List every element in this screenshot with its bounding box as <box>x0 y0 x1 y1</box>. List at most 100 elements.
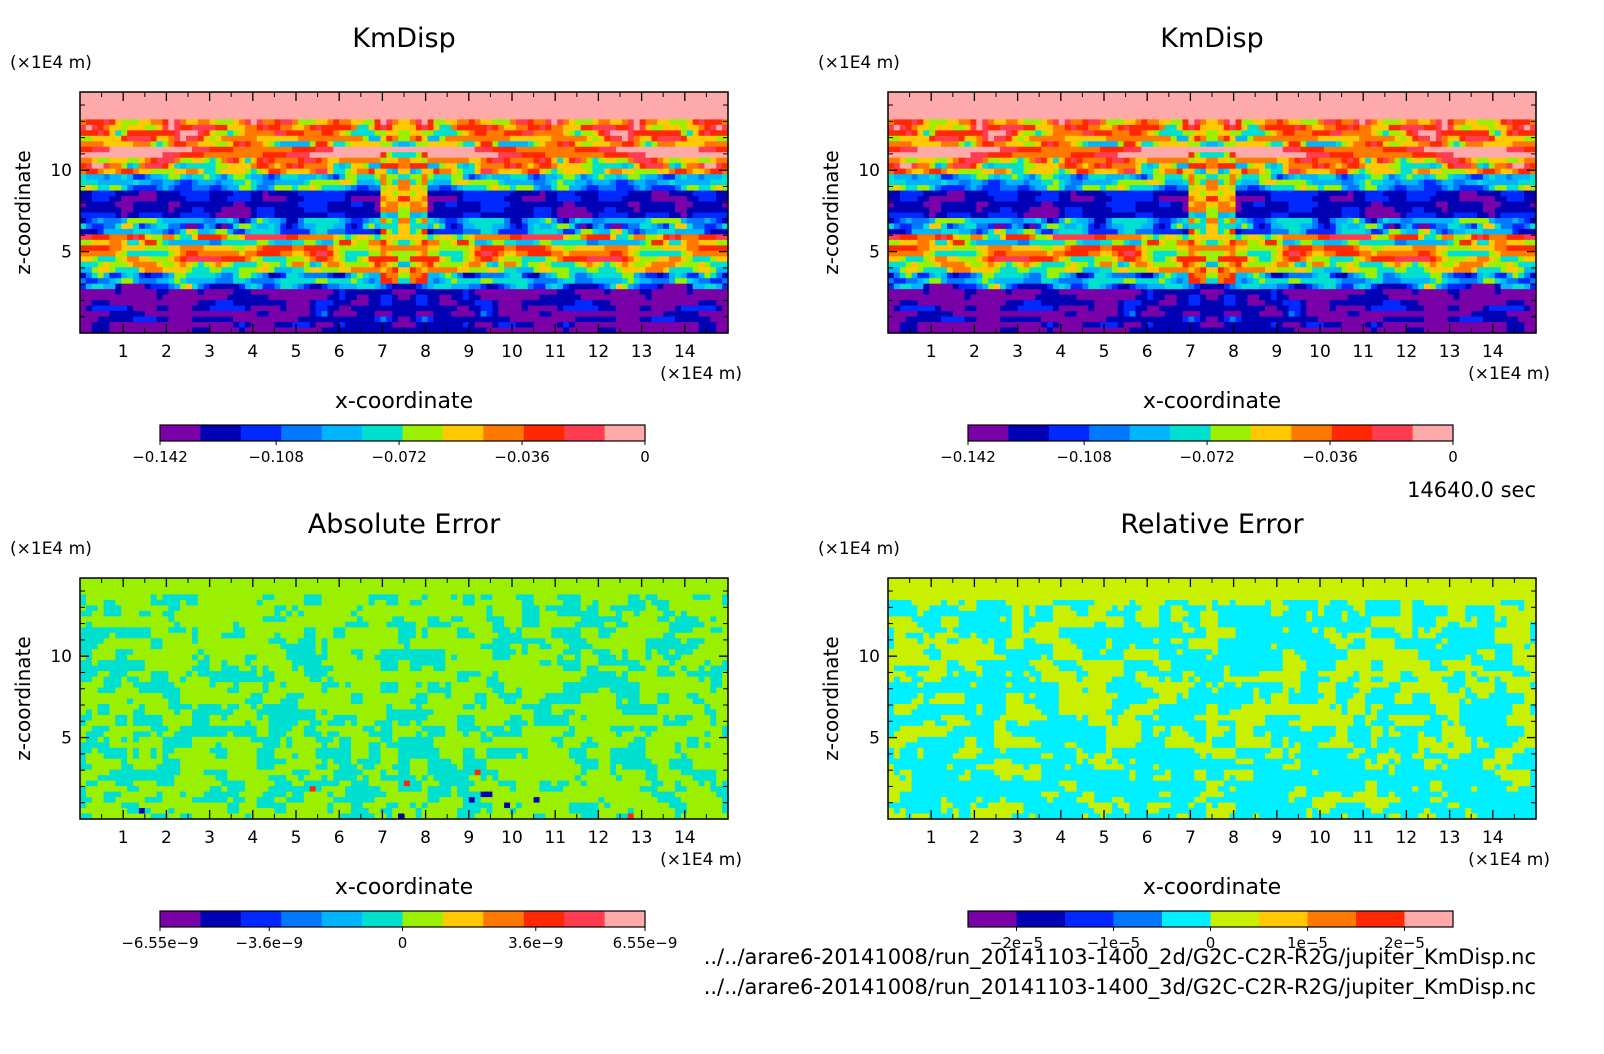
field-cell <box>593 103 599 109</box>
field-cell <box>575 108 581 114</box>
field-cell <box>233 136 239 142</box>
field-cell <box>593 130 599 136</box>
field-cell <box>351 119 357 125</box>
field-cell <box>392 185 398 191</box>
field-cell <box>398 147 404 153</box>
field-cell <box>469 169 475 175</box>
field-cell <box>392 125 398 131</box>
field-cell <box>127 119 133 125</box>
field-cell <box>522 180 528 186</box>
field-cell <box>404 119 410 125</box>
field-cell <box>699 180 705 186</box>
field-cell <box>516 185 522 191</box>
field-cell <box>481 191 487 197</box>
field-cell <box>162 119 168 125</box>
field-cell <box>539 103 545 109</box>
field-cell <box>422 185 428 191</box>
field-cell <box>410 141 416 147</box>
field-cell <box>587 97 593 103</box>
chart-panel-1: KmDisp(×1E4 m)1 2 3 4 5 6 7 8 9 10 11 12 13 14510(×1E… <box>10 23 742 466</box>
field-cell <box>257 130 263 136</box>
field-cell <box>162 114 168 120</box>
field-cell <box>598 152 604 158</box>
field-cell <box>316 92 322 98</box>
field-cell <box>693 119 699 125</box>
field-cell <box>227 169 233 175</box>
field-cell <box>634 119 640 125</box>
field-cell <box>410 185 416 191</box>
field-cell <box>157 136 163 142</box>
field-cell <box>463 141 469 147</box>
field-cell <box>139 141 145 147</box>
field-cell <box>398 103 404 109</box>
field-cell <box>386 152 392 158</box>
field-cell <box>363 191 369 197</box>
field-cell <box>174 158 180 164</box>
field-cell <box>233 163 239 169</box>
field-cell <box>310 114 316 120</box>
field-cell <box>504 174 510 180</box>
field-cell <box>457 103 463 109</box>
field-cell <box>316 185 322 191</box>
field-cell <box>646 158 652 164</box>
field-cell <box>451 103 457 109</box>
field-cell <box>504 147 510 153</box>
field-cell <box>504 163 510 169</box>
field-cell <box>251 92 257 98</box>
field-cell <box>322 114 328 120</box>
field-cell <box>174 147 180 153</box>
field-cell <box>327 196 333 202</box>
field-cell <box>151 191 157 197</box>
field-cell <box>310 125 316 131</box>
field-cell <box>286 114 292 120</box>
field-cell <box>168 141 174 147</box>
field-cell <box>704 180 710 186</box>
field-cell <box>386 141 392 147</box>
field-cell <box>157 97 163 103</box>
field-cell <box>392 169 398 175</box>
field-cell <box>204 180 210 186</box>
field-cell <box>663 185 669 191</box>
field-cell <box>145 180 151 186</box>
field-cell <box>316 163 322 169</box>
field-cell <box>251 119 257 125</box>
field-cell <box>598 119 604 125</box>
field-cell <box>516 141 522 147</box>
field-cell <box>280 141 286 147</box>
field-cell <box>333 191 339 197</box>
field-cell <box>80 141 86 147</box>
field-cell <box>687 114 693 120</box>
field-cell <box>274 163 280 169</box>
field-cell <box>463 147 469 153</box>
field-cell <box>651 158 657 164</box>
field-cell <box>457 191 463 197</box>
field-cell <box>269 163 275 169</box>
field-cell <box>528 119 534 125</box>
field-cell <box>145 141 151 147</box>
field-cell <box>598 163 604 169</box>
field-cell <box>375 196 381 202</box>
field-cell <box>80 119 86 125</box>
field-cell <box>304 152 310 158</box>
field-cell <box>628 108 634 114</box>
field-cell <box>522 185 528 191</box>
field-cell <box>516 147 522 153</box>
field-cell <box>457 163 463 169</box>
field-cell <box>269 180 275 186</box>
field-cell <box>428 125 434 131</box>
field-cell <box>162 108 168 114</box>
field-cell <box>109 108 115 114</box>
field-cell <box>492 147 498 153</box>
field-cell <box>80 125 86 131</box>
field-cell <box>168 103 174 109</box>
field-cell <box>292 169 298 175</box>
field-cell <box>339 174 345 180</box>
field-cell <box>693 152 699 158</box>
field-cell <box>534 108 540 114</box>
field-cell <box>263 174 269 180</box>
field-cell <box>681 92 687 98</box>
field-cell <box>375 125 381 131</box>
field-cell <box>557 97 563 103</box>
field-cell <box>439 103 445 109</box>
field-cell <box>357 125 363 131</box>
